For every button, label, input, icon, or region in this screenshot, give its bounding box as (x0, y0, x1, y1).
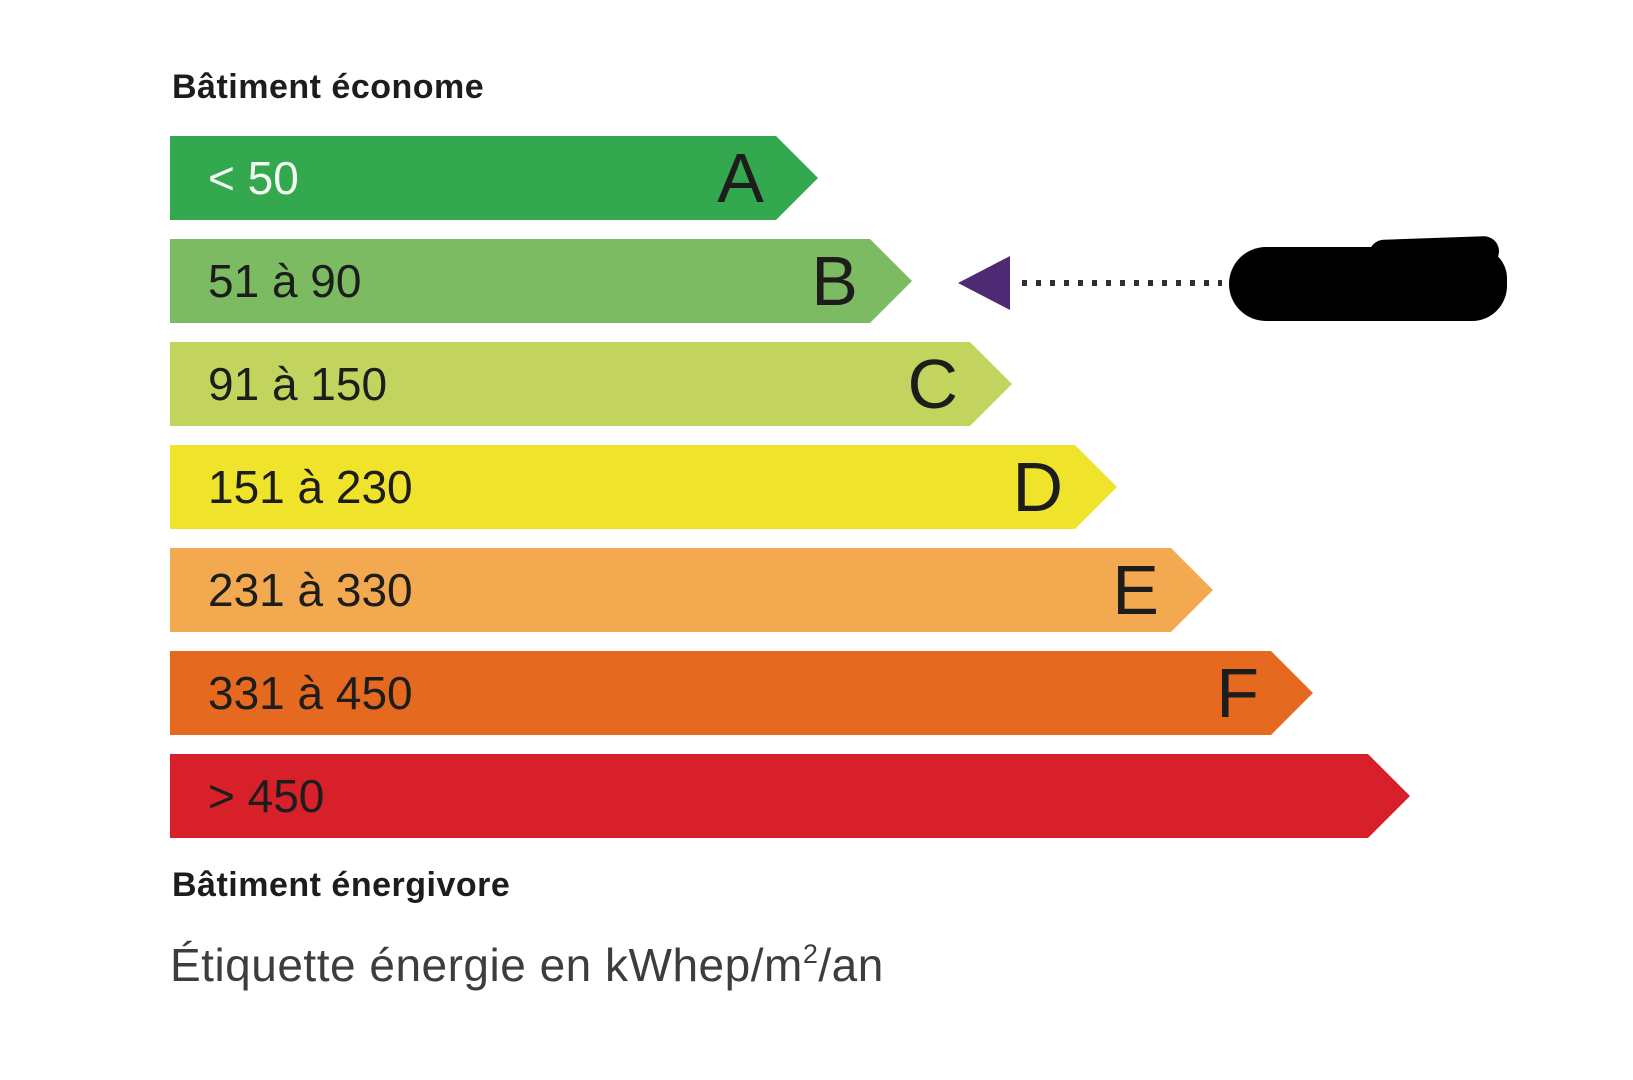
indicator-left-arrow-icon (958, 256, 1010, 310)
energy-bar-row: 91 à 150 C (170, 342, 1012, 426)
energy-bar-arrow: 331 à 450 F (170, 651, 1313, 735)
energy-bar-arrow: 151 à 230 D (170, 445, 1117, 529)
energy-bar-row: 331 à 450 F (170, 651, 1313, 735)
bar-class-letter: D (1012, 448, 1063, 526)
energy-bar-arrow: 91 à 150 C (170, 342, 1012, 426)
energy-label-caption: Étiquette énergie en kWhep/m2/an (170, 938, 884, 992)
redacted-value-blob (1229, 235, 1507, 321)
scale-top-label: Bâtiment économe (172, 68, 485, 106)
bar-class-letter: A (717, 139, 764, 217)
bar-range-label: > 450 (208, 770, 325, 822)
bar-range-label: 51 à 90 (208, 255, 362, 307)
energy-bar-row: 51 à 90 B (170, 239, 912, 323)
caption-superscript: 2 (802, 939, 819, 969)
energy-bar-row: 151 à 230 D (170, 445, 1117, 529)
bar-range-label: 331 à 450 (208, 667, 413, 719)
bar-class-letter: B (811, 242, 858, 320)
bar-class-letter: F (1216, 654, 1259, 732)
energy-bar-row: 231 à 330 E (170, 548, 1213, 632)
caption-text: Étiquette énergie en kWhep/m (170, 939, 803, 991)
bar-range-label: 231 à 330 (208, 564, 413, 616)
scale-bottom-label: Bâtiment énergivore (172, 866, 511, 904)
energy-bar-arrow: > 450 (170, 754, 1410, 838)
energy-bar-row: > 450 (170, 754, 1410, 838)
bar-class-letter: E (1112, 551, 1159, 629)
energy-bar-arrow: 231 à 330 E (170, 548, 1213, 632)
bar-class-letter: C (907, 345, 958, 423)
energy-bar-row: < 50 A (170, 136, 818, 220)
bar-range-label: 91 à 150 (208, 358, 388, 410)
energy-bar-arrow: 51 à 90 B (170, 239, 912, 323)
energy-bars: < 50 A 51 à 90 B 91 à 150 C 151 à 230 D … (170, 136, 1633, 976)
caption-suffix: /an (818, 939, 884, 991)
indicator-dotted-line (1022, 280, 1222, 286)
redacted-value-blob-bump (1368, 235, 1500, 271)
energy-bar-arrow: < 50 A (170, 136, 818, 220)
bar-range-label: < 50 (208, 152, 299, 204)
bar-range-label: 151 à 230 (208, 461, 413, 513)
